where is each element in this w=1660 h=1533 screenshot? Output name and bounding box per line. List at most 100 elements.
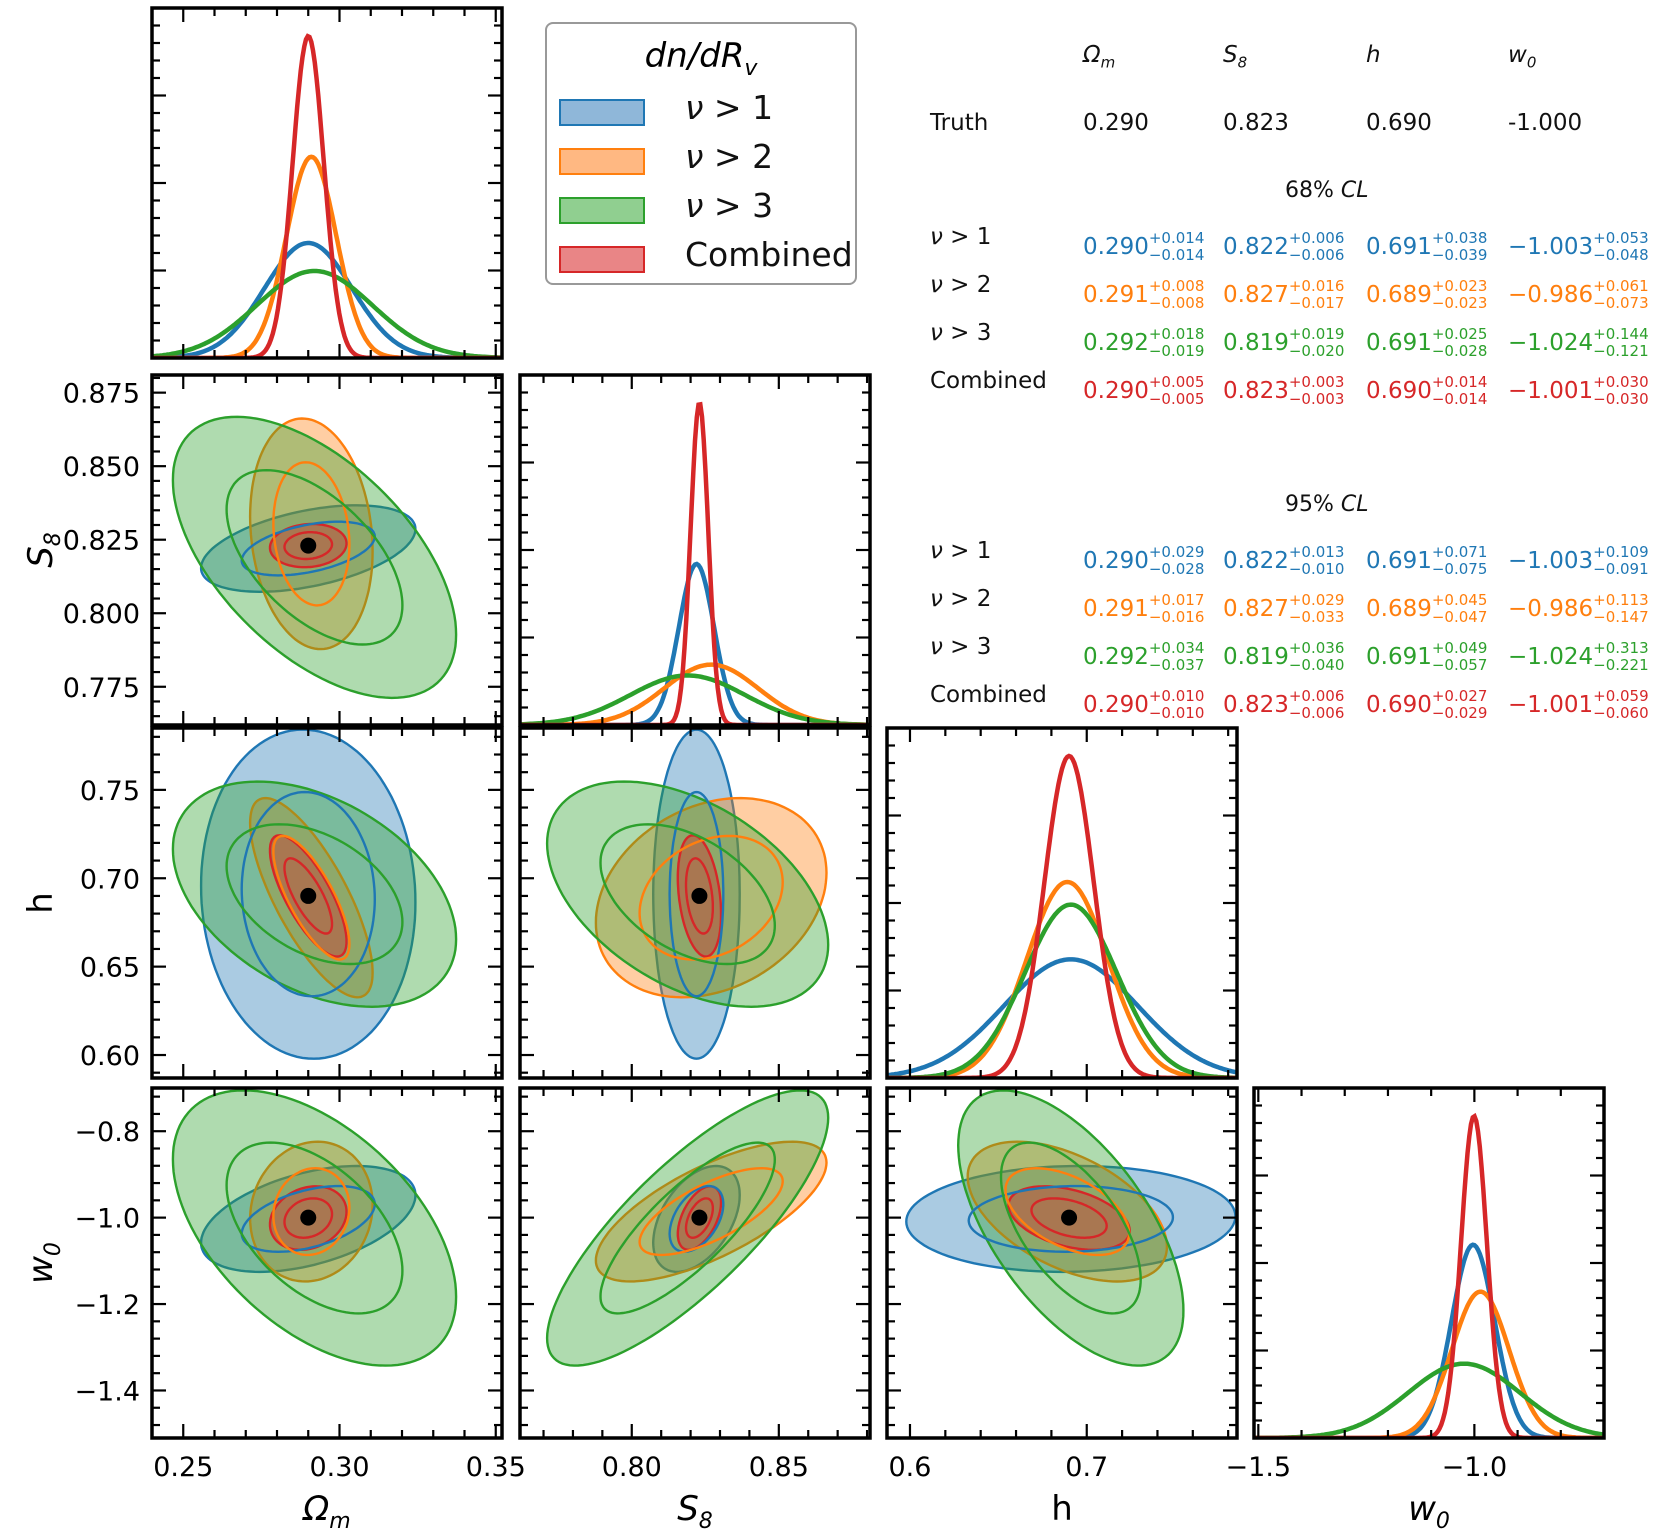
panel-Om-w0: −1.4 −1.2 −1.0 −0.8 0.25 0.30 0.35	[74, 1086, 526, 1483]
yaxis-label-w0: w0	[21, 1242, 66, 1284]
panel-S8-S8	[518, 373, 872, 727]
summary-value-0-0-3: −1.003 +0.053 −0.048	[1508, 229, 1649, 264]
contour-h-w0-series-0-68	[967, 1184, 1175, 1254]
summary-truth-value-2: 0.690	[1366, 110, 1432, 136]
contour-Om-w0-series-1-68	[272, 1166, 351, 1257]
pdf-S8-series-0	[520, 561, 870, 725]
summary-truth-label: Truth	[930, 110, 989, 136]
summary-value-0-3-0: 0.290 +0.005 −0.005	[1083, 373, 1205, 408]
summary-value-0-2-0: 0.292 +0.018 −0.019	[1083, 325, 1205, 360]
contour-Om-h-series-2-68	[225, 823, 404, 966]
panel-frame	[885, 1086, 1239, 1440]
summary-value-1-3-0: 0.290 +0.010 −0.010	[1083, 687, 1205, 722]
ytick-label-S8: 0.800	[63, 599, 140, 630]
contour-h-w0-series-2-68	[999, 1141, 1142, 1315]
xaxis-label-Om: Ωm	[301, 1489, 350, 1533]
xtick-label-S8: 0.80	[602, 1452, 662, 1483]
panel-frame	[885, 726, 1239, 1080]
summary-value-1-1-2: 0.689 +0.045 −0.047	[1366, 591, 1488, 626]
ytick-label-S8: 0.850	[63, 452, 140, 483]
contour-S8-w0-series-2-95	[545, 1089, 830, 1367]
pdf-S8-series-3	[520, 401, 870, 725]
summary-value-1-0-0: 0.290 +0.029 −0.028	[1083, 543, 1205, 578]
legend-swatch-nu1	[559, 99, 645, 126]
contour-Om-w0-series-3-68	[283, 1197, 334, 1240]
legend-title: dn/dRv	[644, 36, 758, 81]
contour-S8-h-series-3-68	[684, 857, 714, 935]
summary-value-1-2-1: 0.819 +0.036 −0.040	[1223, 639, 1345, 674]
summary-value-0-1-1: 0.827 +0.016 −0.017	[1223, 277, 1345, 312]
truth-point-Om-h	[300, 887, 317, 904]
summary-value-0-1-0: 0.291 +0.008 −0.008	[1083, 277, 1205, 312]
summary-value-1-0-2: 0.691 +0.071 −0.075	[1366, 543, 1488, 578]
summary-truth-value-0: 0.290	[1083, 110, 1149, 136]
pdf-w0-series-2	[1254, 1361, 1604, 1438]
legend-swatch-nu2	[559, 148, 645, 175]
contour-Om-h-series-0-68	[240, 790, 377, 998]
contour-S8-w0-series-0-68	[668, 1184, 725, 1254]
pdf-w0-series-1	[1254, 1289, 1604, 1438]
contour-Om-h-series-1-68	[272, 834, 351, 961]
contour-h-w0-series-1-68	[1004, 1166, 1131, 1257]
summary-value-1-2-3: −1.024 +0.313 −0.221	[1508, 639, 1649, 674]
summary-row-label-1-2: ν > 3	[930, 634, 992, 660]
summary-row-label-0-1: ν > 2	[930, 272, 992, 298]
summary-value-0-0-1: 0.822 +0.006 −0.006	[1223, 229, 1345, 264]
panel-w0-w0: −1.5 −1.0	[1226, 1086, 1606, 1483]
pdf-w0-series-3	[1254, 1112, 1604, 1438]
yaxis-label-S8: S8	[21, 532, 66, 568]
summary-value-1-3-2: 0.690 +0.027 −0.029	[1366, 687, 1488, 722]
contour-Om-S8-series-1-68	[272, 461, 351, 607]
summary-value-0-1-2: 0.689 +0.023 −0.023	[1366, 277, 1488, 312]
contour-Om-S8-series-3-68	[283, 531, 334, 561]
panel-frame	[150, 373, 504, 727]
pdf-S8-series-2	[520, 673, 870, 725]
xtick-label-h: 0.6	[889, 1452, 932, 1483]
summary-value-1-0-3: −1.003 +0.109 −0.091	[1508, 543, 1649, 578]
contour-S8-h-series-1-68	[638, 834, 784, 961]
summary-header-2: h	[1366, 42, 1381, 68]
summary-value-0-0-0: 0.290 +0.014 −0.014	[1083, 229, 1205, 264]
xtick-label-h: 0.7	[1065, 1452, 1108, 1483]
panel-frame	[518, 726, 872, 1080]
contour-Om-h-series-3-68	[283, 857, 334, 935]
truth-point-S8-h	[691, 887, 708, 904]
xtick-label-w0: −1.0	[1442, 1452, 1508, 1483]
panel-frame	[1252, 1086, 1606, 1440]
pdf-Om-series-2	[152, 268, 502, 358]
summary-section-title-0: 68% CL	[1285, 178, 1369, 203]
contour-S8-h-series-0-68	[668, 790, 725, 998]
summary-table: Ωm S8 h w0 Truth 0.290 0.823 0.690 -1.000 68% CL ν…	[930, 30, 1650, 722]
panel-frame	[150, 726, 504, 1080]
panel-Om-Om	[150, 6, 504, 360]
truth-point-S8-w0	[691, 1209, 708, 1226]
truth-point-Om-w0	[300, 1209, 317, 1226]
panel-frame	[150, 1086, 504, 1440]
ytick-label-w0: −1.0	[74, 1204, 140, 1235]
summary-row-label-0-2: ν > 3	[930, 320, 992, 346]
panel-frame	[518, 1086, 872, 1440]
summary-row-label-1-3: Combined	[930, 682, 1047, 708]
summary-value-0-0-2: 0.691 +0.038 −0.039	[1366, 229, 1488, 264]
summary-row-label-0-0: ν > 1	[930, 224, 992, 250]
summary-row-label-0-3: Combined	[930, 368, 1047, 394]
legend-swatch-combined	[559, 246, 645, 273]
summary-value-1-1-1: 0.827 +0.029 −0.033	[1223, 591, 1345, 626]
truth-point-Om-S8	[300, 537, 317, 554]
xaxis-label-h: h	[1051, 1489, 1073, 1529]
truth-point-h-w0	[1061, 1209, 1078, 1226]
yaxis-label-h: h	[21, 892, 61, 914]
legend: dn/dRv ν > 1 ν > 2 ν > 3 Combined	[545, 22, 857, 285]
summary-value-1-0-1: 0.822 +0.013 −0.010	[1223, 543, 1345, 578]
contour-h-w0-series-2-95	[956, 1089, 1185, 1367]
ytick-label-h: 0.60	[80, 1041, 140, 1072]
contour-Om-S8-series-2-68	[225, 468, 404, 646]
panel-Om-h: 0.60 0.65 0.70 0.75	[80, 726, 504, 1080]
ytick-label-S8: 0.875	[63, 379, 140, 410]
ytick-label-w0: −1.4	[74, 1376, 140, 1407]
xtick-label-S8: 0.85	[749, 1452, 809, 1483]
contour-S8-w0-series-1-68	[638, 1166, 784, 1257]
summary-value-1-3-1: 0.823 +0.006 −0.006	[1223, 687, 1345, 722]
